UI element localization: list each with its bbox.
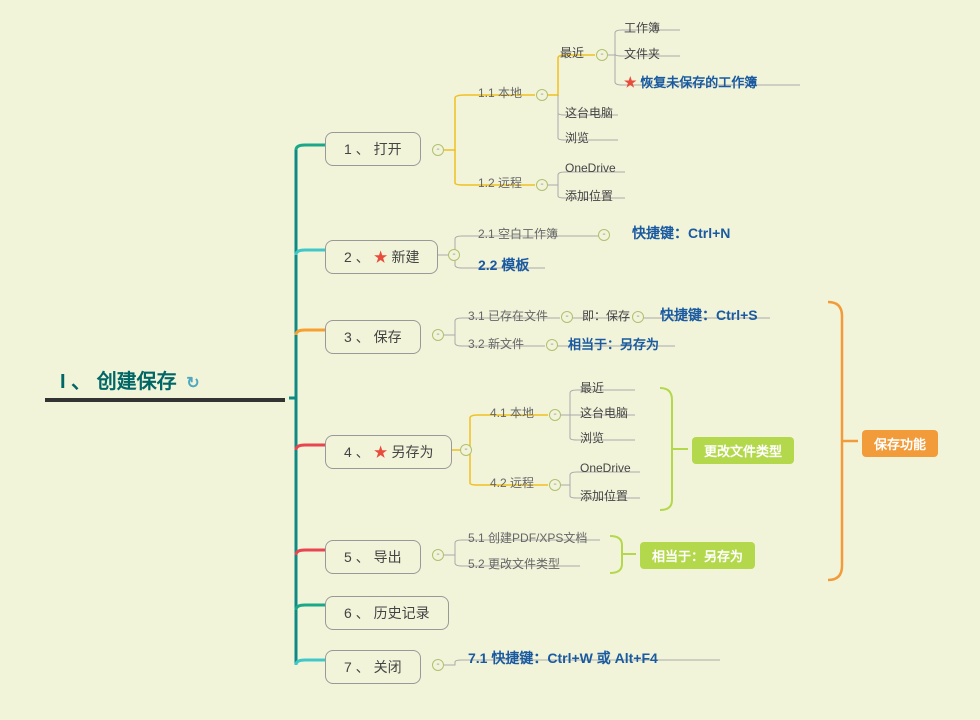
sub-4-1[interactable]: 4.1 本地 xyxy=(490,404,534,421)
toggle-icon[interactable]: - xyxy=(432,659,444,671)
sub-7-1[interactable]: 7.1 快捷键：Ctrl+W 或 Alt+F4 xyxy=(468,648,658,668)
toggle-icon[interactable]: - xyxy=(432,329,444,341)
toggle-icon[interactable]: - xyxy=(460,444,472,456)
leaf-addplace-2[interactable]: 添加位置 xyxy=(580,487,628,504)
sub-2-2[interactable]: 2.2 模板 xyxy=(478,255,529,275)
toggle-icon[interactable]: - xyxy=(536,89,548,101)
leaf-thispc[interactable]: 这台电脑 xyxy=(565,104,613,121)
note-equals-saveas: 相当于：另存为 xyxy=(568,334,659,353)
sub-5-2[interactable]: 5.2 更改文件类型 xyxy=(468,555,560,572)
note-save: 即：保存 xyxy=(582,307,630,324)
leaf-recover[interactable]: ★ 恢复未保存的工作簿 xyxy=(624,72,757,91)
toggle-icon[interactable]: - xyxy=(598,229,610,241)
hyperlink-icon[interactable]: ↻ xyxy=(186,375,199,392)
note-ctrl-s: 快捷键：Ctrl+S xyxy=(660,305,758,325)
leaf-addplace[interactable]: 添加位置 xyxy=(565,187,613,204)
leaf-folder[interactable]: 文件夹 xyxy=(624,45,660,62)
node-history[interactable]: 6 、 历史记录 xyxy=(325,596,449,630)
badge-equals-saveas: 相当于：另存为 xyxy=(640,542,755,569)
root-title: 创建保存 xyxy=(97,371,177,393)
badge-change-filetype: 更改文件类型 xyxy=(692,437,794,464)
sub-3-1[interactable]: 3.1 已存在文件 xyxy=(468,307,548,324)
leaf-workbook[interactable]: 工作簿 xyxy=(624,19,660,36)
leaf-onedrive-2[interactable]: OneDrive xyxy=(580,461,631,475)
star-icon: ★ xyxy=(624,74,637,90)
leaf-browse-2[interactable]: 浏览 xyxy=(580,429,604,446)
toggle-icon[interactable]: - xyxy=(536,179,548,191)
toggle-icon[interactable]: - xyxy=(561,311,573,323)
node-save[interactable]: 3 、 保存 xyxy=(325,320,421,354)
leaf-recent-2[interactable]: 最近 xyxy=(580,379,604,396)
toggle-icon[interactable]: - xyxy=(432,144,444,156)
leaf-browse[interactable]: 浏览 xyxy=(565,129,589,146)
sub-1-2[interactable]: 1.2 远程 xyxy=(478,174,522,191)
node-open[interactable]: 1 、 打开 xyxy=(325,132,421,166)
connector-lines xyxy=(0,0,980,720)
leaf-onedrive[interactable]: OneDrive xyxy=(565,161,616,175)
sub-1-1[interactable]: 1.1 本地 xyxy=(478,84,522,101)
sub-4-2[interactable]: 4.2 远程 xyxy=(490,474,534,491)
root-numeral: I 、 xyxy=(60,371,91,393)
toggle-icon[interactable]: - xyxy=(448,249,460,261)
node-close[interactable]: 7 、 关闭 xyxy=(325,650,421,684)
node-export[interactable]: 5 、 导出 xyxy=(325,540,421,574)
toggle-icon[interactable]: - xyxy=(596,49,608,61)
sub-2-1[interactable]: 2.1 空白工作簿 xyxy=(478,225,558,242)
root-node[interactable]: I 、 创建保存 ↻ xyxy=(60,365,200,394)
sub-3-2[interactable]: 3.2 新文件 xyxy=(468,335,524,352)
star-icon: ★ xyxy=(374,249,388,265)
badge-save-feature: 保存功能 xyxy=(862,430,938,457)
root-underline xyxy=(45,398,285,402)
toggle-icon[interactable]: - xyxy=(549,479,561,491)
leaf-thispc-2[interactable]: 这台电脑 xyxy=(580,404,628,421)
node-saveas[interactable]: 4 、 ★ 另存为 xyxy=(325,435,452,469)
note-ctrl-n: 快捷键：Ctrl+N xyxy=(632,223,730,243)
toggle-icon[interactable]: - xyxy=(549,409,561,421)
toggle-icon[interactable]: - xyxy=(632,311,644,323)
sub-5-1[interactable]: 5.1 创建PDF/XPS文档 xyxy=(468,529,587,546)
toggle-icon[interactable]: - xyxy=(546,339,558,351)
leaf-recent[interactable]: 最近 xyxy=(560,44,584,61)
node-new[interactable]: 2 、 ★ 新建 xyxy=(325,240,438,274)
toggle-icon[interactable]: - xyxy=(432,549,444,561)
star-icon: ★ xyxy=(374,444,388,460)
